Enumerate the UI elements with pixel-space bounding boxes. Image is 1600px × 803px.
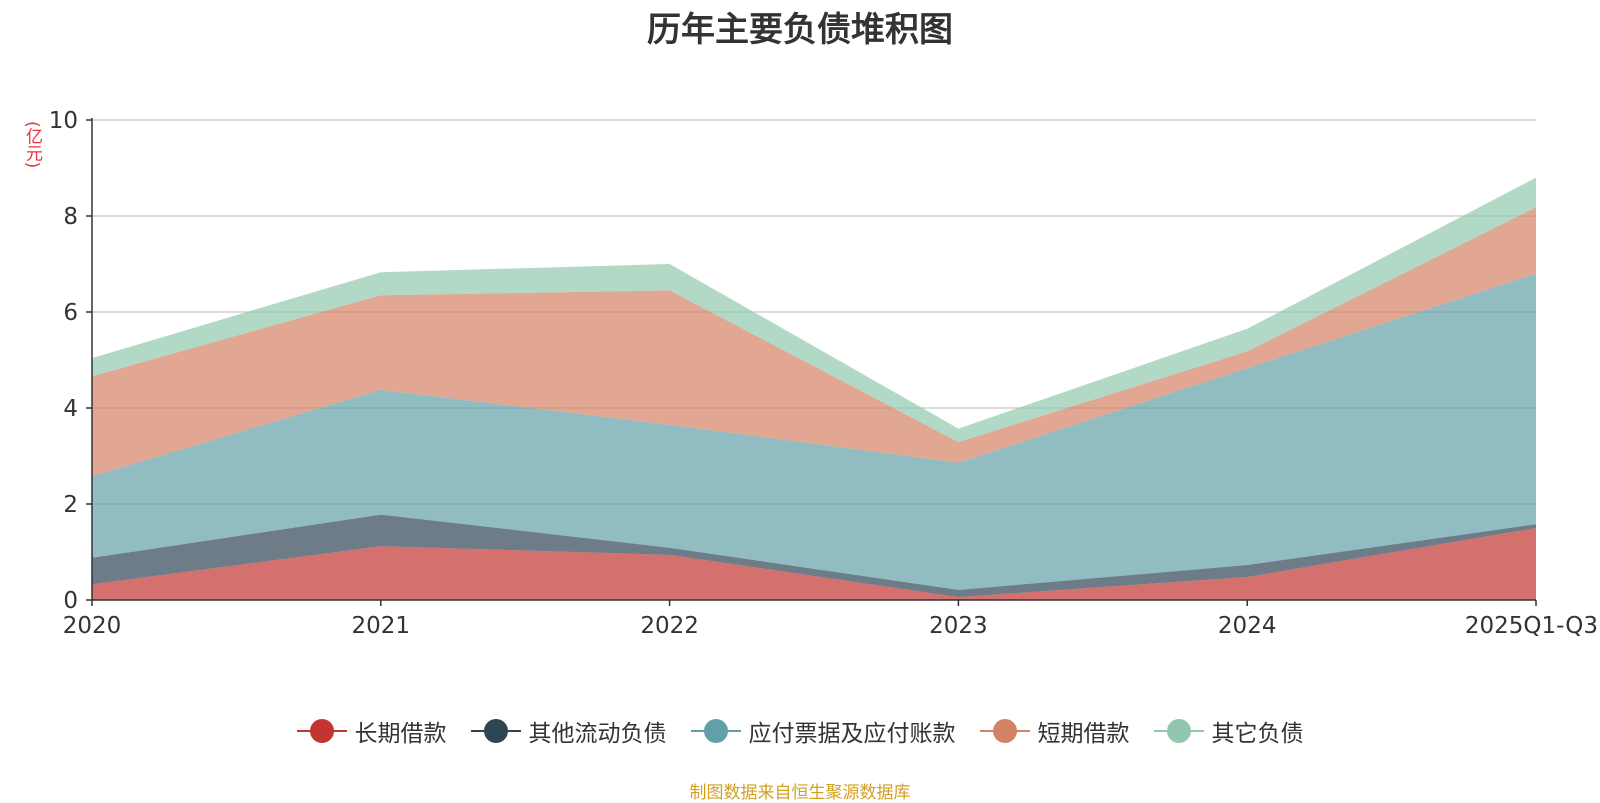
x-tick-label: 2020	[63, 613, 122, 639]
legend-marker-icon	[296, 718, 347, 744]
x-tick-label: 2024	[1218, 613, 1277, 639]
legend-item-2[interactable]: 应付票据及应付账款	[690, 714, 956, 748]
y-tick-label: 4	[63, 396, 78, 422]
legend-item-4[interactable]: 其它负债	[1153, 714, 1304, 748]
axes	[86, 118, 1537, 606]
area-series-3	[92, 207, 1536, 477]
legend-marker-icon	[979, 718, 1030, 744]
legend-label: 其他流动负债	[528, 721, 667, 747]
legend-item-0[interactable]: 长期借款	[296, 714, 447, 748]
x-tick-label: 2025Q1-Q3	[1465, 613, 1598, 639]
y-tick-label: 8	[63, 204, 78, 230]
x-tick-label: 2022	[640, 613, 699, 639]
legend-label: 短期借款	[1037, 721, 1130, 747]
legend-marker-icon	[1153, 718, 1204, 744]
x-tick-label: 2021	[352, 613, 411, 639]
legend-marker-icon	[470, 718, 521, 744]
area-series-1	[92, 514, 1536, 598]
source-note: 制图数据来自恒生聚源数据库	[689, 783, 911, 803]
tick-labels: 0 2 4 6 8 10 2020 2021 2022 2023 2024 2025Q1-Q3	[49, 108, 1598, 639]
y-axis-unit-label: (亿元)	[22, 121, 42, 169]
legend-label: 长期借款	[354, 721, 447, 747]
area-series-0	[92, 528, 1536, 600]
legend-dot-icon	[483, 719, 508, 743]
chart-title: 历年主要负债堆积图	[647, 10, 953, 50]
legend-dot-icon	[703, 719, 728, 743]
legend: 长期借款 其他流动负债 应付票据及应付账款 短期借款 其它负债	[0, 713, 1600, 749]
y-tick-label: 0	[63, 588, 78, 614]
legend-marker-icon	[690, 718, 741, 744]
area-series-group	[92, 177, 1536, 600]
legend-item-1[interactable]: 其他流动负债	[470, 714, 667, 748]
x-tick-label: 2023	[929, 613, 988, 639]
y-tick-label: 2	[63, 492, 78, 518]
legend-label: 应付票据及应付账款	[748, 721, 956, 747]
legend-dot-icon	[309, 719, 334, 743]
legend-label: 其它负债	[1211, 721, 1304, 747]
legend-item-3[interactable]: 短期借款	[979, 714, 1130, 748]
legend-dot-icon	[1166, 719, 1191, 743]
y-tick-label: 6	[63, 300, 78, 326]
y-tick-label: 10	[49, 108, 78, 134]
legend-dot-icon	[992, 719, 1017, 743]
area-series-2	[92, 273, 1536, 590]
